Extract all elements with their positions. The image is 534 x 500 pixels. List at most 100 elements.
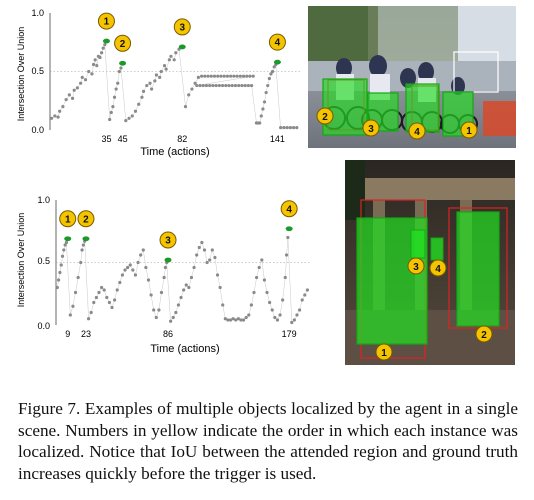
- svg-text:4: 4: [414, 127, 420, 138]
- iou-point: [154, 73, 159, 77]
- iou-point: [241, 318, 246, 322]
- iou-point: [189, 275, 194, 280]
- iou-point: [239, 318, 243, 322]
- caption-text: Examples of multiple objects localized b…: [18, 399, 519, 483]
- iou-point: [214, 83, 218, 88]
- badge-circle: [77, 210, 95, 228]
- iou-point: [229, 74, 233, 78]
- badge-circle: [59, 210, 77, 228]
- iou-point: [195, 83, 199, 88]
- detection-box: [456, 211, 500, 327]
- x-tick-label: 179: [282, 329, 297, 339]
- order-badge: 4: [429, 259, 447, 277]
- iou-point: [164, 67, 168, 71]
- trigger-point: [164, 257, 172, 263]
- y-tick-label: 0.0: [37, 321, 50, 331]
- iou-point: [102, 288, 106, 292]
- iou-point: [67, 93, 71, 97]
- iou-point: [68, 313, 72, 317]
- iou-point: [158, 75, 162, 79]
- iou-point: [124, 119, 128, 123]
- badge-number: 1: [65, 214, 71, 225]
- iou-point: [218, 285, 222, 290]
- iou-point: [222, 74, 226, 78]
- iou-point: [56, 115, 60, 119]
- order-badge: 4: [268, 33, 286, 51]
- iou-point: [62, 248, 66, 252]
- iou-point: [235, 74, 239, 78]
- iou-point: [133, 273, 138, 277]
- order-badge: 4: [408, 122, 426, 140]
- y-tick-label: 0.0: [31, 125, 44, 135]
- iou-point: [224, 83, 228, 88]
- iou-point: [58, 109, 62, 113]
- x-tick-labels: 35 45 82 141: [101, 134, 284, 144]
- iou-point: [120, 273, 125, 277]
- iou-point: [259, 114, 263, 118]
- iou-point: [174, 51, 178, 55]
- badge-circle: [114, 34, 132, 52]
- iou-point: [258, 121, 262, 125]
- svg-text:3: 3: [368, 124, 374, 135]
- iou-point: [260, 258, 264, 262]
- badge-number: 3: [165, 236, 171, 247]
- iou-point: [243, 83, 247, 88]
- order-badge: 3: [159, 231, 177, 249]
- iou-point: [205, 260, 209, 265]
- iou-point: [221, 303, 225, 307]
- detection-box: [410, 229, 426, 259]
- iou-point: [100, 51, 104, 55]
- iou-point: [159, 69, 163, 74]
- order-badge: 3: [407, 257, 425, 275]
- iou-point: [179, 295, 183, 300]
- iou-point: [116, 81, 120, 85]
- iou-point: [204, 83, 209, 88]
- iou-point: [182, 288, 186, 292]
- iou-point: [206, 74, 210, 78]
- iou-point: [162, 275, 166, 280]
- iou-point: [60, 254, 65, 258]
- iou-point: [75, 86, 80, 90]
- iou-point: [61, 105, 65, 109]
- iou-point: [267, 76, 271, 81]
- iou-point: [89, 310, 93, 315]
- detection-box: [430, 237, 444, 261]
- iou-point: [297, 308, 302, 312]
- x-axis-label: Time (actions): [140, 146, 209, 158]
- iou-point: [101, 46, 105, 50]
- iou-point: [284, 253, 289, 257]
- scene-photo-gate: 1 3 4 2: [345, 160, 515, 365]
- badge-circle: [268, 33, 286, 51]
- order-badge: 2: [114, 34, 132, 52]
- badge-number: 2: [120, 39, 126, 50]
- iou-point: [200, 240, 204, 245]
- iou-point: [64, 97, 68, 102]
- iou-point: [53, 114, 57, 118]
- iou-point: [278, 313, 282, 317]
- iou-point: [228, 318, 233, 322]
- iou-point: [266, 83, 270, 88]
- caption-label: Figure 7.: [18, 399, 81, 418]
- trigger-point: [82, 236, 90, 242]
- iou-point: [80, 75, 84, 79]
- iou-point: [86, 317, 91, 321]
- iou-point: [133, 109, 138, 113]
- iou-point: [154, 315, 158, 320]
- iou-point: [103, 42, 107, 47]
- order-badge: 1: [375, 343, 393, 361]
- trigger-point: [273, 59, 281, 65]
- iou-point: [148, 81, 152, 85]
- x-tick-label: 82: [177, 134, 187, 144]
- iou-point: [268, 300, 272, 305]
- order-badge: 3: [173, 18, 191, 36]
- iou-point: [257, 265, 261, 270]
- iou-point: [150, 87, 154, 91]
- iou-point: [139, 253, 143, 257]
- iou-point: [187, 285, 191, 290]
- iou-point: [50, 116, 54, 120]
- iou-point: [94, 295, 98, 300]
- iou-point: [55, 285, 59, 290]
- iou-point: [176, 303, 181, 307]
- badge-number: 4: [286, 204, 292, 215]
- iou-chart-top: Intersection Over Union 1.0 0.5 0.0 12 3 4…: [16, 8, 300, 158]
